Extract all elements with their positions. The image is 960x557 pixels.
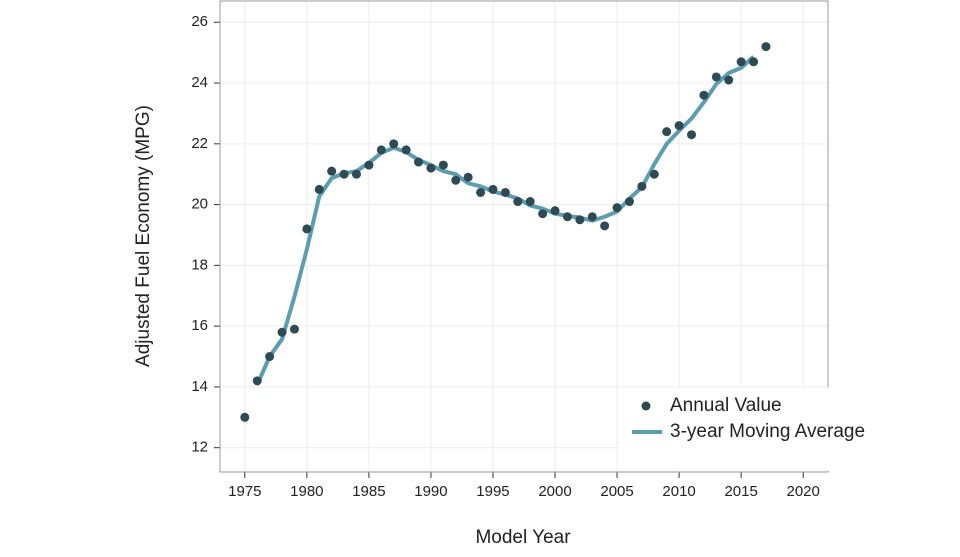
- x-tick-label: 2020: [786, 483, 819, 500]
- x-tick-label: 2015: [724, 483, 757, 500]
- data-point: [252, 376, 262, 386]
- data-point: [550, 206, 560, 216]
- data-point: [612, 203, 622, 213]
- data-point: [624, 197, 634, 207]
- data-point: [414, 157, 424, 167]
- data-point: [699, 90, 709, 100]
- data-point: [364, 160, 374, 170]
- data-point: [401, 145, 411, 155]
- data-point: [314, 184, 324, 194]
- data-point: [674, 121, 684, 131]
- legend-label-line: 3-year Moving Average: [670, 421, 865, 442]
- data-point: [724, 75, 734, 85]
- data-point: [351, 169, 361, 179]
- legend-box: [619, 387, 829, 471]
- data-point: [265, 352, 275, 362]
- data-point: [488, 184, 498, 194]
- legend-label: Annual Value: [670, 395, 782, 416]
- x-tick-label: 1975: [228, 483, 261, 500]
- x-tick-label: 1980: [290, 483, 323, 500]
- x-tick-label: 2000: [538, 483, 571, 500]
- data-point: [761, 42, 771, 52]
- y-tick-label: 16: [191, 317, 208, 334]
- data-point: [711, 72, 721, 82]
- y-tick-label: 12: [191, 439, 208, 456]
- x-tick-label: 2005: [600, 483, 633, 500]
- y-tick-label: 20: [191, 196, 208, 213]
- data-point: [587, 212, 597, 222]
- data-point: [600, 221, 610, 231]
- x-tick-label: 2010: [662, 483, 695, 500]
- data-point: [736, 57, 746, 67]
- data-point: [426, 163, 436, 173]
- y-axis-label: Adjusted Fuel Economy (MPG): [133, 105, 154, 367]
- data-point: [327, 166, 337, 176]
- data-point: [500, 187, 510, 197]
- data-point: [240, 412, 250, 422]
- y-tick-label: 22: [191, 135, 208, 152]
- data-point: [637, 181, 647, 191]
- y-tick-label: 24: [191, 74, 208, 91]
- data-point: [562, 212, 572, 222]
- plot-frame: [219, 0, 829, 473]
- y-tick-label: 14: [191, 378, 208, 395]
- data-point: [749, 57, 759, 67]
- data-point: [463, 172, 473, 182]
- data-point: [649, 169, 659, 179]
- data-point: [389, 139, 399, 149]
- data-point: [476, 187, 486, 197]
- data-point: [339, 169, 349, 179]
- data-point: [525, 197, 535, 207]
- data-point: [451, 175, 461, 185]
- data-point: [538, 209, 548, 219]
- x-axis-label: Model Year: [475, 527, 571, 548]
- data-point: [687, 130, 697, 140]
- data-point: [277, 327, 287, 337]
- data-point: [302, 224, 312, 234]
- x-tick-label: 1995: [476, 483, 509, 500]
- x-tick-label: 1985: [352, 483, 385, 500]
- data-point: [662, 127, 672, 137]
- data-point: [289, 324, 299, 334]
- legend: Annual Value 3-year Moving Average: [619, 387, 865, 471]
- legend-marker: [641, 401, 651, 411]
- data-point: [438, 160, 448, 170]
- data-point: [376, 145, 386, 155]
- data-point: [513, 197, 523, 207]
- x-tick-label: 1990: [414, 483, 447, 500]
- y-tick-label: 26: [191, 13, 208, 30]
- y-tick-label: 18: [191, 256, 208, 273]
- data-point: [575, 215, 585, 225]
- legend-label: 3-year Moving Average: [670, 421, 865, 442]
